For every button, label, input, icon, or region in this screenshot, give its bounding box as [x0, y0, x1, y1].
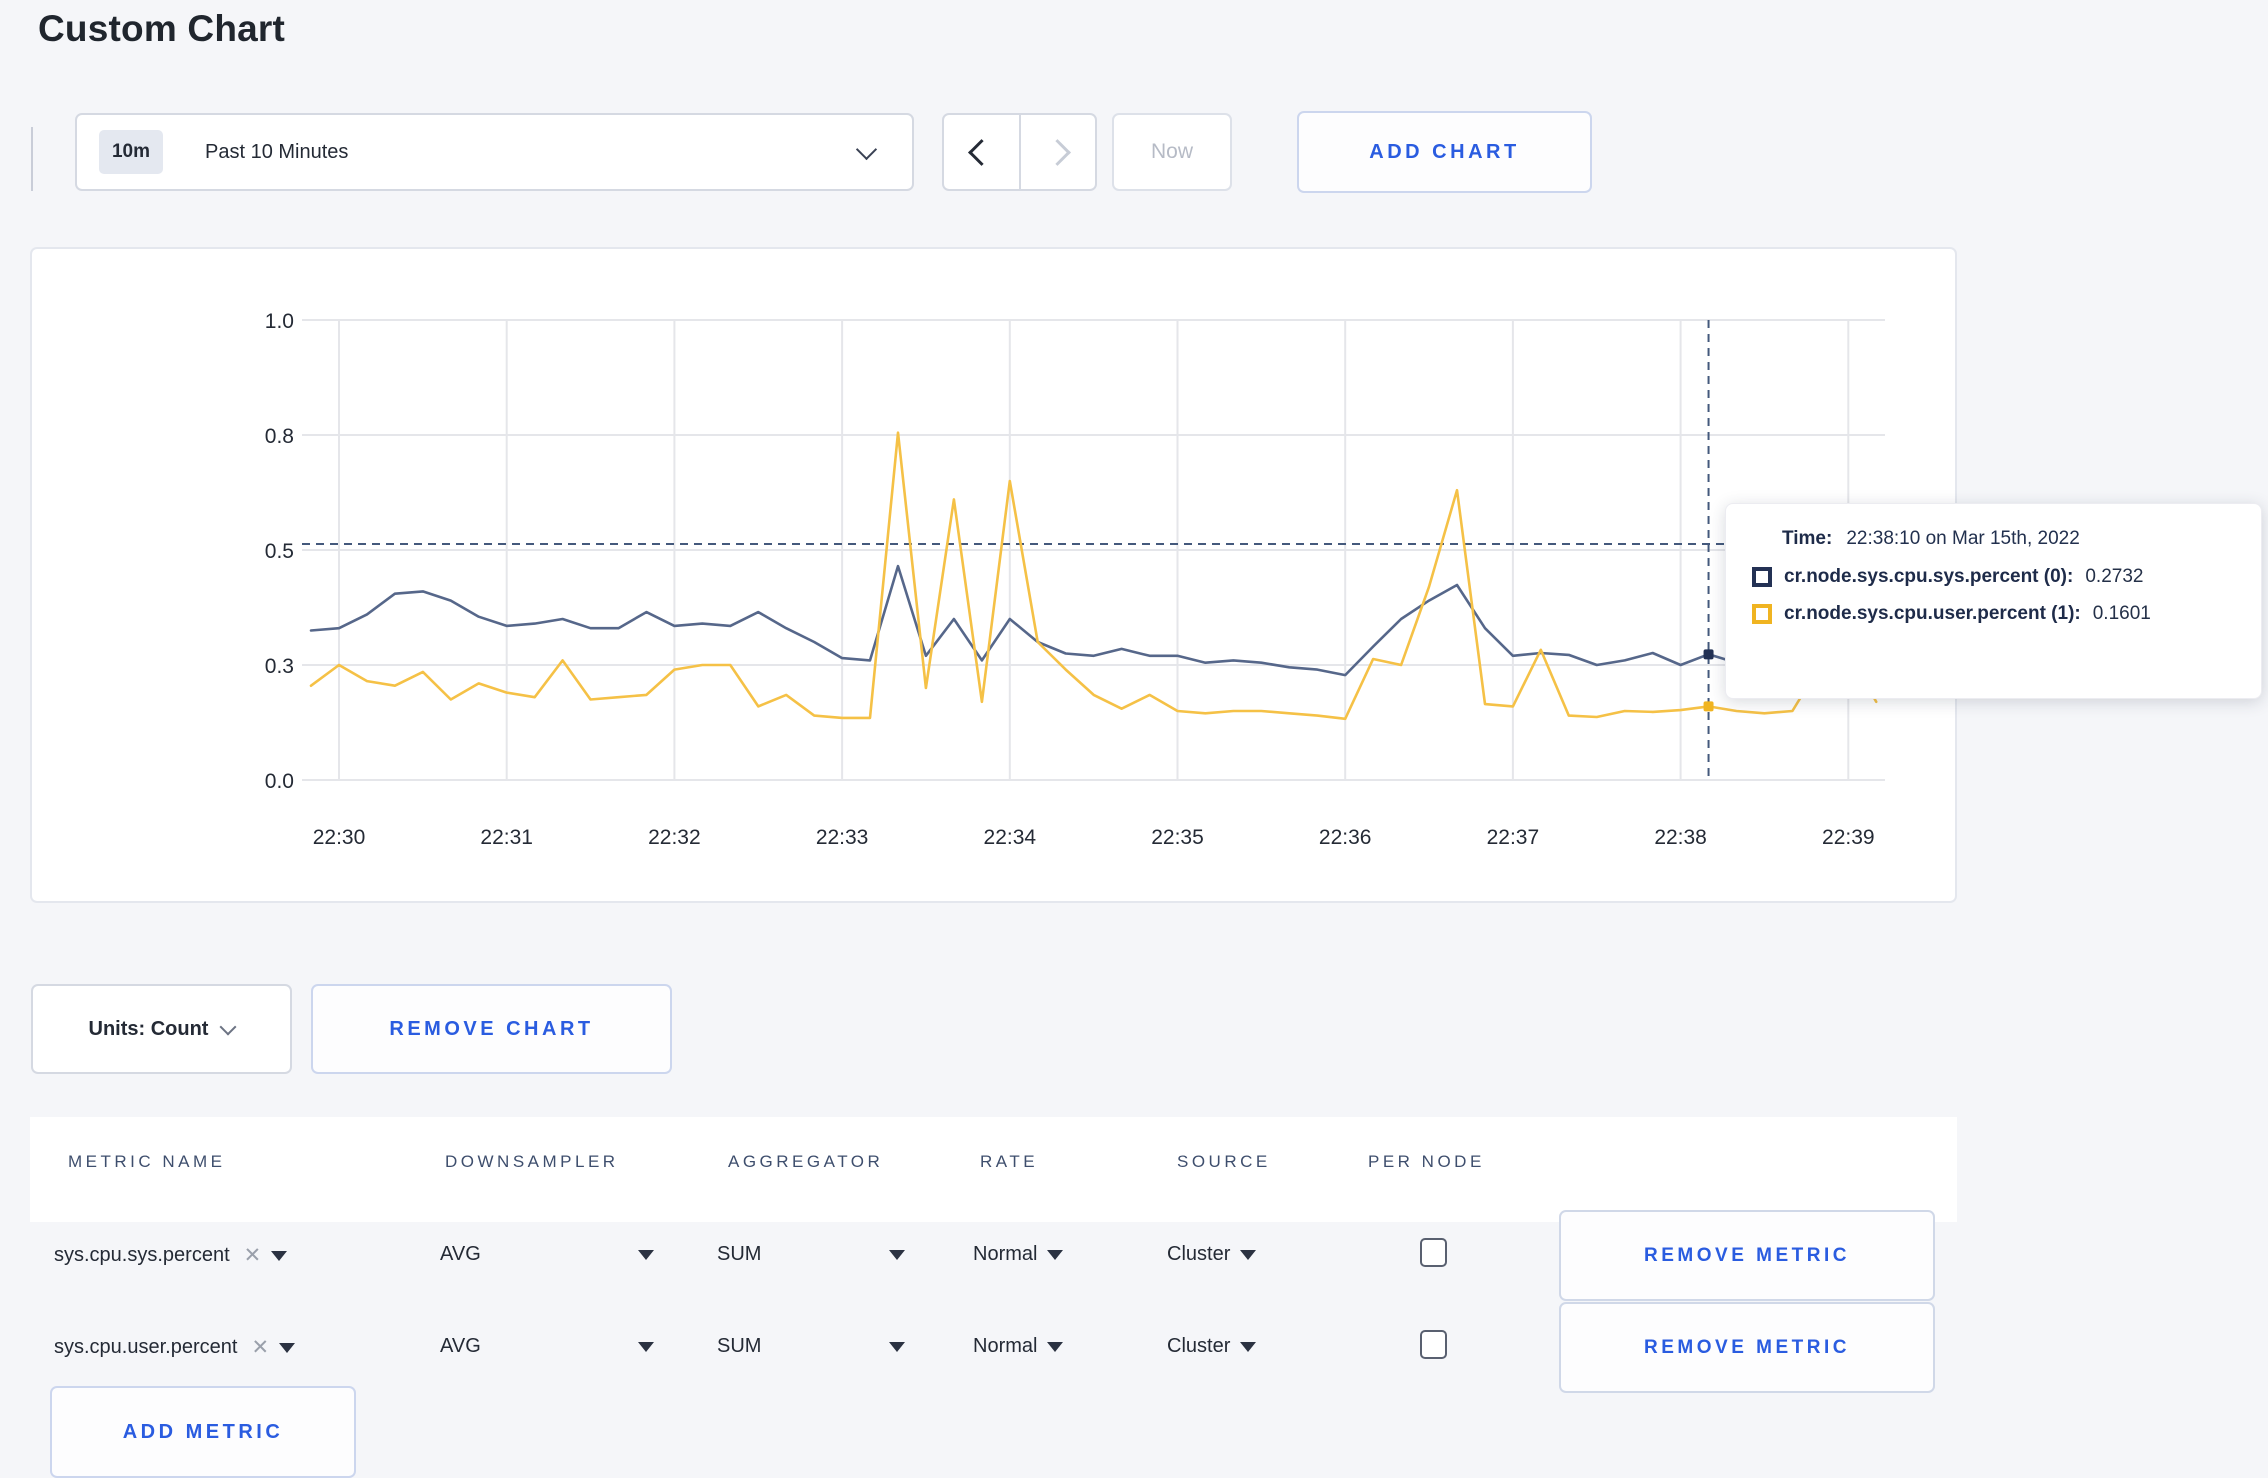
series-user-swatch-icon	[1752, 604, 1772, 624]
cpu-usage-chart[interactable]: 0.0 0.3 0.5 0.8 1.0 22:30 22:31 22:32 22:33 22:34…	[32, 249, 1955, 901]
remove-metric-label: REMOVE METRIC	[1644, 1244, 1850, 1266]
downsampler-select[interactable]: AVG	[440, 1243, 654, 1266]
col-header-source: SOURCE	[1177, 1152, 1271, 1171]
metrics-table-header	[30, 1117, 1957, 1222]
tooltip-series-value: 0.1601	[2092, 603, 2151, 624]
rate-value: Normal	[973, 1243, 1038, 1265]
col-header-metric-name: METRIC NAME	[68, 1152, 226, 1171]
tooltip-series-row: cr.node.sys.cpu.sys.percent (0): 0.2732	[1752, 566, 2233, 588]
source-select[interactable]: Cluster	[1167, 1243, 1257, 1266]
col-header-rate: RATE	[980, 1152, 1039, 1171]
rate-value: Normal	[973, 1335, 1038, 1357]
svg-text:0.8: 0.8	[265, 425, 294, 448]
svg-text:22:37: 22:37	[1487, 826, 1540, 849]
add-chart-label: ADD CHART	[1369, 140, 1520, 163]
units-dropdown[interactable]: Units: Count	[31, 984, 292, 1074]
col-header-downsampler: DOWNSAMPLER	[445, 1152, 619, 1171]
per-node-checkbox[interactable]	[1420, 1238, 1447, 1267]
svg-text:22:30: 22:30	[313, 826, 366, 849]
svg-text:22:39: 22:39	[1822, 826, 1875, 849]
chevron-down-icon	[855, 138, 878, 160]
timescale-divider	[31, 127, 33, 191]
page-title: Custom Chart	[38, 8, 286, 49]
aggregator-value: SUM	[717, 1335, 762, 1357]
units-label: Units: Count	[88, 1017, 209, 1040]
metric-name-select[interactable]: sys.cpu.user.percent ✕	[54, 1335, 296, 1360]
caret-down-icon	[279, 1342, 296, 1353]
clear-metric-icon[interactable]: ✕	[251, 1336, 270, 1359]
source-value: Cluster	[1167, 1243, 1231, 1265]
rate-select[interactable]: Normal	[973, 1335, 1064, 1358]
caret-down-icon	[1240, 1249, 1257, 1260]
add-metric-button[interactable]: ADD METRIC	[50, 1386, 356, 1478]
metric-name-value: sys.cpu.user.percent	[54, 1336, 238, 1358]
now-button-label: Now	[1150, 140, 1193, 163]
svg-text:0.3: 0.3	[265, 655, 294, 678]
metric-name-value: sys.cpu.sys.percent	[54, 1244, 230, 1266]
svg-text:0.5: 0.5	[265, 540, 294, 563]
series-sys-swatch-icon	[1752, 567, 1772, 587]
downsampler-value: AVG	[440, 1335, 481, 1357]
source-value: Cluster	[1167, 1335, 1231, 1357]
aggregator-value: SUM	[717, 1243, 762, 1265]
prev-timewindow-button[interactable]	[944, 115, 1019, 189]
svg-text:22:34: 22:34	[984, 826, 1037, 849]
rate-select[interactable]: Normal	[973, 1243, 1064, 1266]
next-timewindow-button[interactable]	[1021, 115, 1096, 189]
remove-metric-button[interactable]: REMOVE METRIC	[1559, 1210, 1935, 1301]
chevron-down-icon	[219, 1018, 237, 1035]
svg-text:22:38: 22:38	[1654, 826, 1707, 849]
caret-down-icon	[1240, 1341, 1257, 1352]
timescale-badge: 10m	[99, 130, 163, 174]
chevron-right-icon	[1044, 138, 1072, 166]
svg-text:22:33: 22:33	[816, 826, 869, 849]
remove-metric-label: REMOVE METRIC	[1644, 1336, 1850, 1358]
tooltip-series-name: cr.node.sys.cpu.user.percent (1):	[1784, 603, 2081, 624]
downsampler-value: AVG	[440, 1243, 481, 1265]
tooltip-series-name: cr.node.sys.cpu.sys.percent (0):	[1784, 566, 2074, 587]
nav-group-divider	[1018, 115, 1021, 189]
source-select[interactable]: Cluster	[1167, 1335, 1257, 1358]
tooltip-time-row: Time: 22:38:10 on Mar 15th, 2022	[1782, 528, 2233, 550]
remove-metric-button[interactable]: REMOVE METRIC	[1559, 1302, 1935, 1393]
svg-text:22:32: 22:32	[648, 826, 701, 849]
now-button[interactable]: Now	[1112, 113, 1232, 191]
metric-name-select[interactable]: sys.cpu.sys.percent ✕	[54, 1243, 288, 1268]
timescale-dropdown[interactable]: 10m Past 10 Minutes	[75, 113, 914, 191]
downsampler-select[interactable]: AVG	[440, 1335, 654, 1358]
remove-chart-label: REMOVE CHART	[389, 1017, 594, 1040]
caret-down-icon	[1047, 1341, 1064, 1352]
tooltip-time-value: 22:38:10 on Mar 15th, 2022	[1846, 528, 2080, 549]
caret-down-icon	[889, 1341, 905, 1352]
tooltip-series-row: cr.node.sys.cpu.user.percent (1): 0.1601	[1752, 603, 2233, 625]
timescale-label: Past 10 Minutes	[205, 140, 349, 163]
svg-text:22:31: 22:31	[480, 826, 533, 849]
timewindow-nav-group	[942, 113, 1097, 191]
caret-down-icon	[1047, 1249, 1064, 1260]
svg-text:1.0: 1.0	[265, 310, 294, 333]
caret-down-icon	[271, 1250, 288, 1261]
aggregator-select[interactable]: SUM	[717, 1243, 905, 1266]
remove-chart-button[interactable]: REMOVE CHART	[311, 984, 672, 1074]
chevron-left-icon	[967, 138, 995, 166]
svg-text:0.0: 0.0	[265, 770, 294, 793]
add-chart-button[interactable]: ADD CHART	[1297, 111, 1592, 193]
add-metric-label: ADD METRIC	[122, 1420, 284, 1443]
caret-down-icon	[638, 1341, 654, 1352]
tooltip-series-value: 0.2732	[2085, 566, 2144, 587]
chart-card: 0.0 0.3 0.5 0.8 1.0 22:30 22:31 22:32 22:33 22:34…	[30, 247, 1957, 903]
chart-tooltip: Time: 22:38:10 on Mar 15th, 2022 cr.node…	[1725, 503, 2262, 699]
col-header-per-node: PER NODE	[1368, 1152, 1485, 1171]
aggregator-select[interactable]: SUM	[717, 1335, 905, 1358]
per-node-checkbox[interactable]	[1420, 1330, 1447, 1359]
caret-down-icon	[638, 1249, 654, 1260]
clear-metric-icon[interactable]: ✕	[243, 1244, 262, 1267]
col-header-aggregator: AGGREGATOR	[728, 1152, 884, 1171]
svg-text:22:35: 22:35	[1151, 826, 1204, 849]
tooltip-time-label: Time:	[1782, 528, 1833, 549]
caret-down-icon	[889, 1249, 905, 1260]
svg-text:22:36: 22:36	[1319, 826, 1372, 849]
